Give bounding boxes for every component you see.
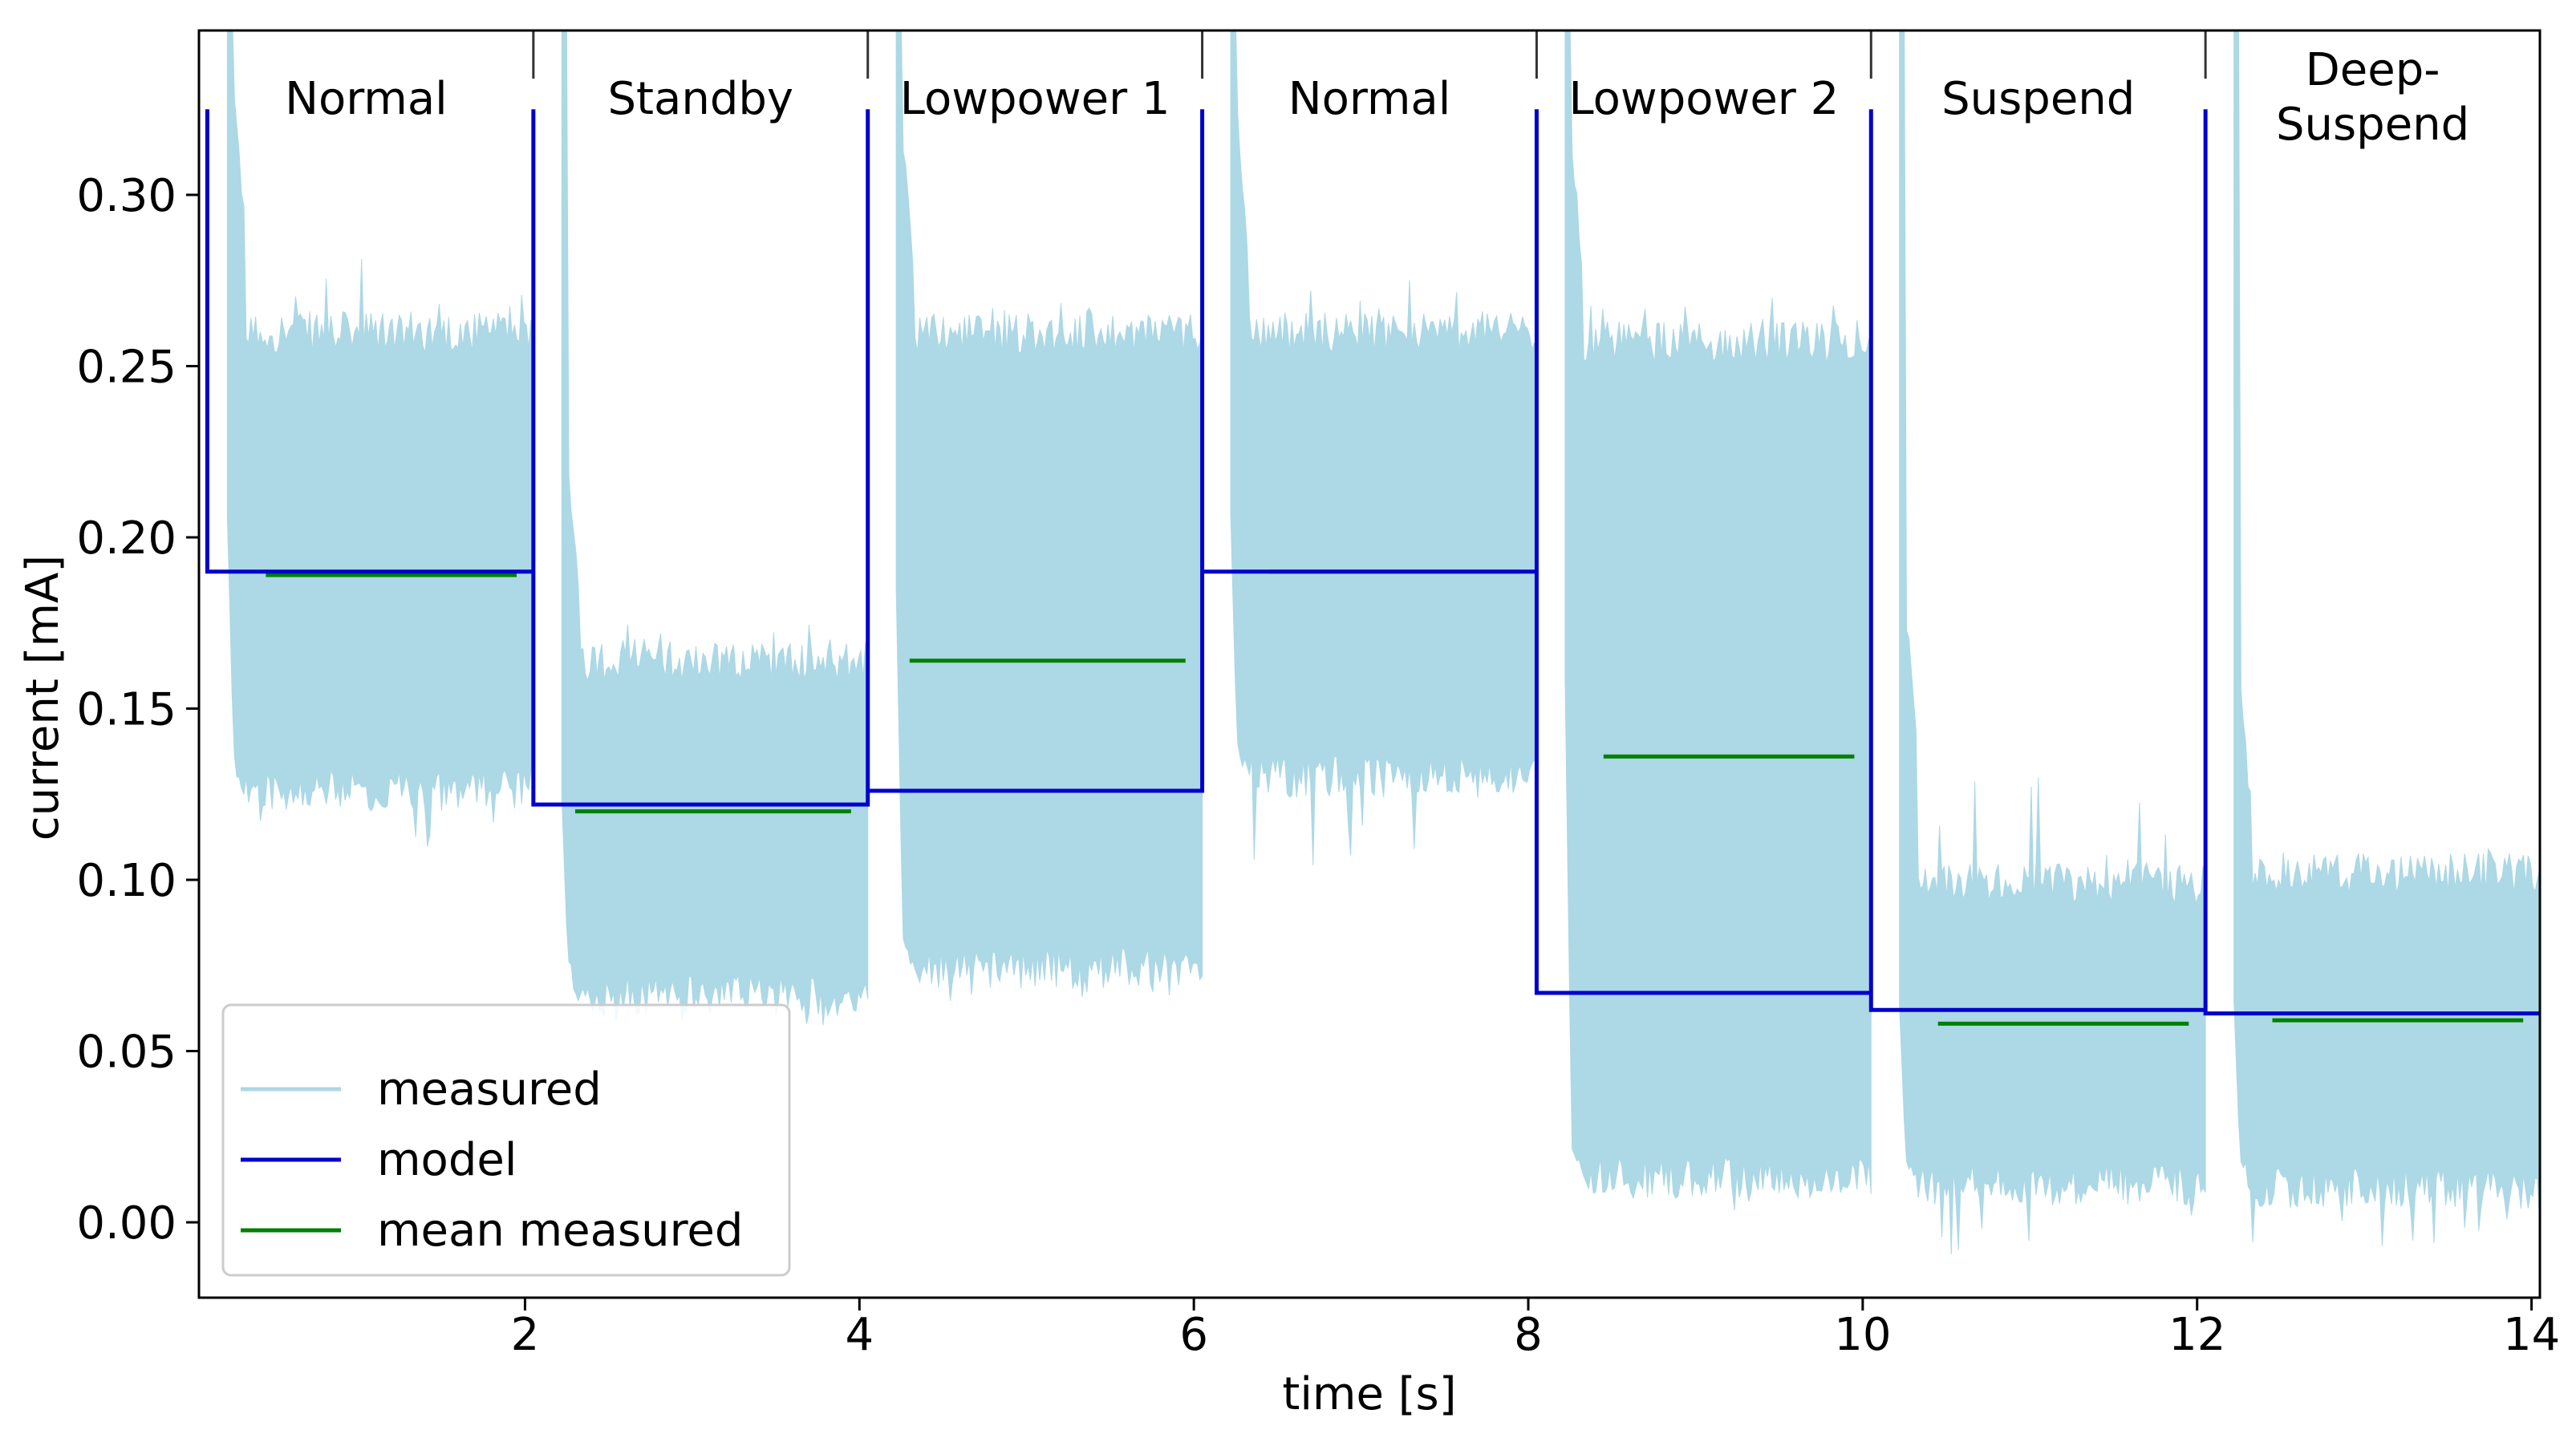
phase-label-suspend: Suspend <box>1941 73 2135 125</box>
phase-label-standby: Standby <box>608 73 794 125</box>
y-axis-ticks: 0.00 0.05 0.10 0.15 0.20 0.25 0.30 <box>76 170 199 1250</box>
y-axis-label: current [mA] <box>17 555 69 841</box>
x-tick-label-6: 6 <box>1179 1309 1208 1361</box>
phase-label-deep-suspend: Deep-Suspend <box>2276 44 2469 151</box>
x-axis-ticks: 2 4 6 8 10 12 14 <box>511 1298 2560 1361</box>
x-tick-label-14: 14 <box>2503 1309 2560 1361</box>
legend: measured model mean measured <box>221 1003 791 1277</box>
legend-label-measured: measured <box>377 1063 602 1116</box>
y-tick-label-0.30: 0.30 <box>76 170 176 222</box>
phase-boundaries <box>532 30 2207 79</box>
plot-frame <box>197 29 2542 1299</box>
x-tick-label-12: 12 <box>2168 1309 2225 1361</box>
legend-label-model: model <box>377 1134 517 1186</box>
legend-box <box>221 1003 791 1277</box>
y-tick-label-0.15: 0.15 <box>76 684 176 736</box>
x-tick-label-4: 4 <box>845 1309 874 1361</box>
x-tick-label-10: 10 <box>1834 1309 1891 1361</box>
phase-label-normal: Normal <box>285 73 448 125</box>
measured-band-7 <box>2233 30 2540 1246</box>
y-tick-label-0.05: 0.05 <box>76 1027 176 1079</box>
x-axis-label: time [s] <box>1282 1368 1456 1420</box>
phase-label-normal: Normal <box>1288 73 1451 125</box>
model-series <box>205 109 2540 1016</box>
phase-label-lowpower-1: Lowpower 1 <box>900 73 1170 125</box>
phase-label-lowpower-2: Lowpower 2 <box>1568 73 1839 125</box>
phase-labels: Normal Standby Lowpower 1 Normal Lowpower 2 S… <box>285 44 2469 151</box>
measured-band-6 <box>1899 30 2206 1254</box>
measured-band-5 <box>1564 30 1872 1210</box>
x-tick-label-2: 2 <box>511 1309 540 1361</box>
measured-band-2 <box>561 30 869 1026</box>
x-tick-label-8: 8 <box>1514 1309 1543 1361</box>
measured-series <box>226 30 2540 1254</box>
y-tick-label-0.00: 0.00 <box>76 1197 176 1250</box>
y-tick-label-0.20: 0.20 <box>76 512 176 565</box>
y-tick-label-0.25: 0.25 <box>76 341 176 393</box>
measured-band-3 <box>895 30 1203 1001</box>
model-step-line <box>205 109 2540 1016</box>
y-tick-label-0.10: 0.10 <box>76 855 176 907</box>
measured-band-4 <box>1230 30 1537 865</box>
measured-band-1 <box>226 30 534 847</box>
legend-label-mean-measured: mean measured <box>377 1205 743 1257</box>
